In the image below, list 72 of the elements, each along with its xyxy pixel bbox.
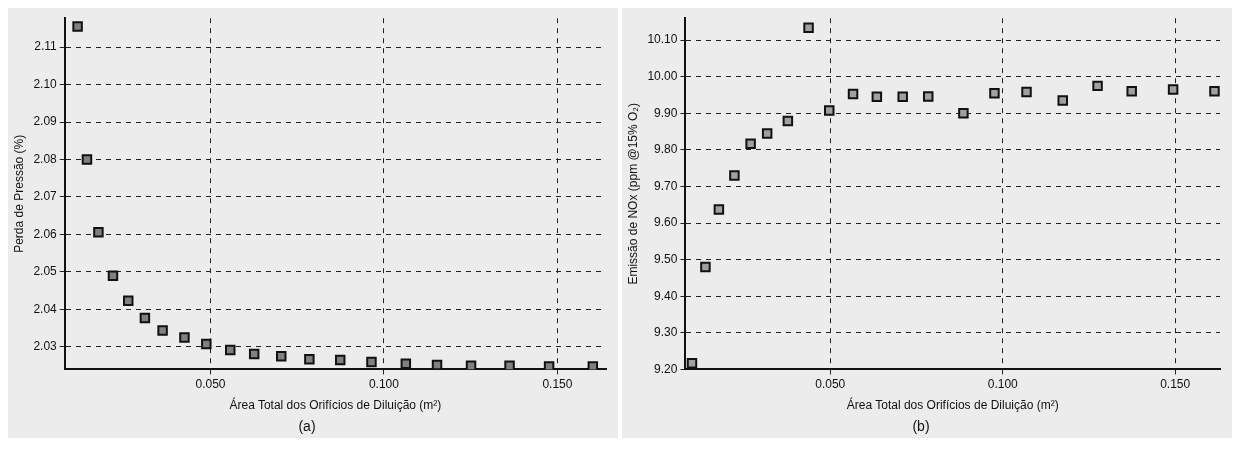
point bbox=[824, 105, 835, 116]
point bbox=[304, 354, 315, 365]
point bbox=[700, 261, 711, 273]
y-tick-label: 2.05 bbox=[33, 264, 58, 279]
point bbox=[334, 354, 346, 366]
point bbox=[123, 295, 134, 307]
point bbox=[1209, 86, 1220, 97]
x-tick-label: 0.100 bbox=[368, 376, 400, 391]
x-tick-label: 0.100 bbox=[987, 376, 1019, 391]
point bbox=[1092, 80, 1103, 92]
point bbox=[745, 138, 756, 149]
x-tick-label: 0.150 bbox=[1160, 376, 1191, 391]
point bbox=[225, 344, 236, 356]
y-tick-label: 2.07 bbox=[33, 189, 58, 204]
point bbox=[248, 348, 260, 360]
point bbox=[179, 332, 190, 343]
point bbox=[201, 338, 212, 350]
point bbox=[81, 154, 93, 165]
point bbox=[587, 361, 599, 370]
y-tick-label: 9.40 bbox=[654, 288, 678, 303]
point bbox=[107, 270, 119, 281]
point bbox=[729, 170, 740, 181]
point bbox=[1021, 86, 1032, 98]
y-tick-label: 9.60 bbox=[654, 215, 678, 230]
y-tick-label: 9.90 bbox=[654, 105, 678, 120]
y-tick-label: 10.10 bbox=[647, 32, 678, 47]
point bbox=[922, 91, 934, 102]
point bbox=[1167, 84, 1179, 95]
y-tick-label: 2.06 bbox=[33, 226, 58, 241]
x-axis-title: Área Total dos Orifícios de Diluição (m²) bbox=[229, 397, 442, 413]
x-tick-label: 0.150 bbox=[542, 376, 573, 391]
text: (a) bbox=[298, 418, 316, 435]
point bbox=[366, 356, 377, 368]
point bbox=[139, 312, 151, 324]
y-tick-label: 2.10 bbox=[33, 76, 58, 91]
x-tick-label: 0.050 bbox=[815, 376, 846, 391]
y-tick-label: 10.00 bbox=[647, 69, 678, 84]
y-tick-label: 2.03 bbox=[33, 339, 58, 354]
point bbox=[897, 91, 908, 103]
y-axis-title: Emissão de NOx (ppm @15% O₂) bbox=[625, 103, 640, 285]
point bbox=[72, 21, 83, 32]
point bbox=[803, 22, 814, 33]
point bbox=[504, 360, 515, 370]
point bbox=[989, 87, 1000, 99]
point bbox=[157, 325, 168, 336]
point bbox=[276, 351, 287, 362]
y-tick-label: 9.70 bbox=[654, 178, 678, 193]
y-axis-title: Perda de Pressão (%) bbox=[11, 134, 26, 253]
point bbox=[958, 108, 969, 119]
point bbox=[93, 226, 104, 238]
point bbox=[782, 115, 794, 127]
point bbox=[761, 128, 773, 139]
y-tick-label: 9.50 bbox=[654, 251, 678, 266]
y-tick-label: 2.11 bbox=[34, 39, 58, 54]
point bbox=[871, 91, 883, 103]
x-tick-label: 0.050 bbox=[195, 376, 226, 391]
y-tick-label: 9.20 bbox=[654, 361, 678, 376]
point bbox=[465, 360, 477, 370]
y-tick-label: 2.08 bbox=[33, 151, 58, 166]
point bbox=[1057, 95, 1068, 106]
y-tick-label: 9.30 bbox=[654, 325, 678, 340]
point bbox=[1126, 86, 1137, 97]
text: (b) bbox=[912, 418, 930, 435]
point bbox=[847, 88, 859, 100]
point bbox=[713, 204, 725, 215]
y-tick-label: 2.04 bbox=[33, 301, 58, 316]
y-tick-label: 9.80 bbox=[654, 142, 678, 157]
point bbox=[686, 357, 698, 369]
point bbox=[431, 359, 443, 370]
point bbox=[543, 361, 555, 370]
y-tick-label: 2.09 bbox=[33, 114, 58, 129]
x-axis-title: Área Total dos Orifícios de Diluição (m²) bbox=[846, 397, 1059, 413]
